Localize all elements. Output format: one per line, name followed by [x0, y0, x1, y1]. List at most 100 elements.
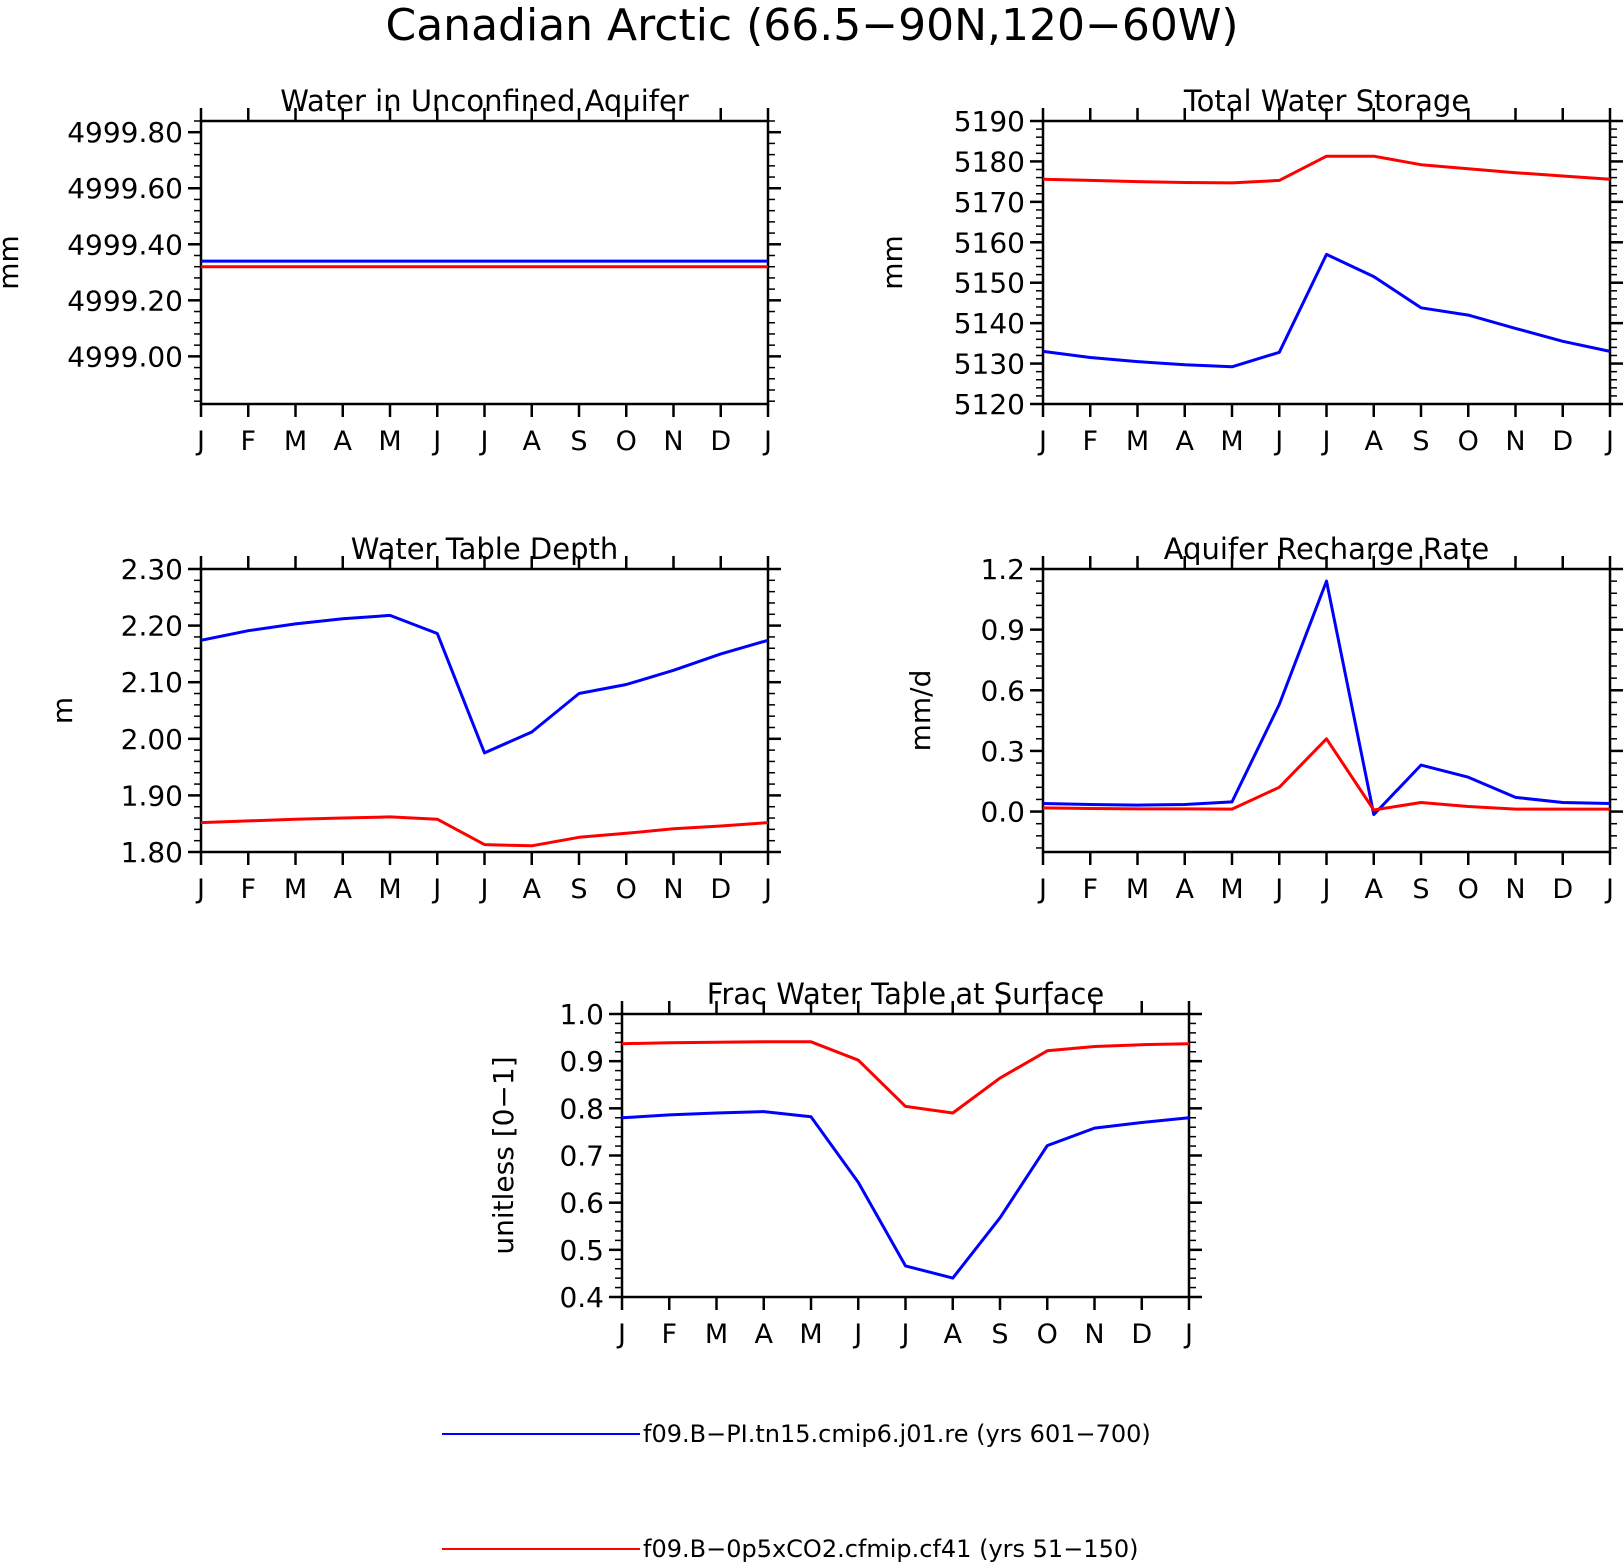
series-line-2: [1042, 154, 1611, 185]
y-tick-label: 0.7: [559, 1140, 604, 1173]
x-tick-label: O: [1458, 426, 1479, 457]
y-tick-label: 0.4: [559, 1281, 604, 1314]
y-tick-label: 4999.40: [67, 228, 183, 261]
plot-frame: [620, 1012, 1191, 1299]
x-tick-label: J: [1273, 426, 1283, 457]
x-tick-label: A: [334, 426, 353, 457]
x-tick-label: J: [195, 426, 205, 457]
y-tick-label: 0.3: [980, 735, 1025, 768]
x-tick-label: N: [1505, 874, 1525, 905]
x-tick-label: A: [523, 874, 542, 905]
x-tick-label: F: [240, 426, 256, 457]
x-tick-label: J: [431, 426, 441, 457]
plot-frame: [199, 567, 770, 854]
x-tick-label: A: [523, 426, 542, 457]
x-tick-label: M: [378, 426, 401, 457]
x-tick-label: M: [284, 874, 307, 905]
y-axis-label: mm: [876, 235, 909, 290]
y-tick-label: 5170: [954, 186, 1025, 219]
y-tick-label: 4999.80: [67, 116, 183, 149]
series-line-2: [200, 815, 769, 848]
y-tick-label: 4999.60: [67, 172, 183, 205]
y-axis-label: unitless [0−1]: [487, 1056, 520, 1254]
y-axis-label: mm: [0, 235, 25, 290]
x-tick-label: F: [240, 874, 256, 905]
y-tick-label: 2.10: [121, 666, 183, 699]
x-tick-label: F: [661, 1319, 677, 1350]
x-tick-label: M: [1126, 426, 1149, 457]
x-tick-label: A: [1365, 874, 1384, 905]
x-tick-label: J: [762, 874, 772, 905]
series-line-1: [621, 1110, 1190, 1280]
x-tick-label: S: [991, 1319, 1008, 1350]
x-tick-label: A: [1176, 874, 1195, 905]
x-tick-label: J: [1037, 874, 1047, 905]
y-tick-label: 5180: [954, 145, 1025, 178]
x-tick-label: A: [1365, 426, 1384, 457]
y-tick-label: 1.80: [121, 836, 183, 869]
series-line-2: [1042, 737, 1610, 812]
x-tick-label: J: [431, 874, 441, 905]
series-line-2: [621, 1040, 1190, 1115]
y-axis-label: m: [46, 697, 79, 724]
x-tick-label: J: [479, 874, 489, 905]
y-tick-label: 0.8: [559, 1092, 604, 1125]
legend: f09.B−PI.tn15.cmip6.j01.re (yrs 601−700)…: [442, 1420, 1151, 1563]
x-tick-label: F: [1082, 426, 1098, 457]
y-tick-label: 5190: [954, 105, 1025, 138]
x-tick-label: N: [1505, 426, 1525, 457]
series-line-1: [1042, 579, 1611, 817]
y-tick-label: 1.0: [559, 998, 604, 1031]
x-tick-label: J: [762, 426, 772, 457]
y-tick-label: 5120: [954, 388, 1025, 421]
y-tick-label: 5150: [954, 267, 1025, 300]
y-tick-label: 0.5: [559, 1234, 604, 1267]
x-tick-label: D: [710, 426, 731, 457]
x-tick-label: N: [663, 426, 683, 457]
x-tick-label: A: [1176, 426, 1195, 457]
x-tick-label: M: [284, 426, 307, 457]
x-tick-label: M: [1220, 874, 1243, 905]
y-tick-label: 1.90: [121, 779, 183, 812]
y-tick-label: 4999.00: [67, 340, 183, 373]
x-tick-label: J: [1273, 874, 1283, 905]
x-tick-label: D: [1131, 1319, 1152, 1350]
x-tick-label: N: [1084, 1319, 1104, 1350]
legend-label-series-2: f09.B−0p5xCO2.cfmip.cf41 (yrs 51−150): [643, 1535, 1138, 1563]
x-tick-label: J: [1183, 1319, 1193, 1350]
y-tick-label: 0.6: [980, 674, 1025, 707]
x-tick-label: O: [616, 874, 637, 905]
x-tick-label: J: [1037, 426, 1047, 457]
legend-label-series-1: f09.B−PI.tn15.cmip6.j01.re (yrs 601−700): [643, 1420, 1151, 1448]
x-tick-label: A: [755, 1319, 774, 1350]
x-tick-label: S: [1412, 874, 1429, 905]
x-tick-label: M: [1220, 426, 1243, 457]
x-tick-label: J: [1321, 426, 1331, 457]
x-tick-label: O: [616, 426, 637, 457]
x-tick-label: J: [195, 874, 205, 905]
y-tick-label: 5160: [954, 226, 1025, 259]
x-tick-label: D: [1552, 874, 1573, 905]
y-tick-label: 0.6: [559, 1187, 604, 1220]
x-tick-label: D: [1552, 426, 1573, 457]
x-tick-label: J: [900, 1319, 910, 1350]
y-tick-label: 2.30: [121, 553, 183, 586]
y-tick-label: 1.2: [980, 553, 1025, 586]
x-tick-label: D: [710, 874, 731, 905]
x-tick-label: S: [570, 874, 587, 905]
y-tick-label: 0.9: [559, 1045, 604, 1078]
figure-title: Canadian Arctic (66.5−90N,120−60W): [386, 0, 1239, 51]
x-tick-label: J: [1604, 874, 1614, 905]
x-tick-label: S: [570, 426, 587, 457]
y-tick-label: 0.9: [980, 614, 1025, 647]
series-line-1: [200, 613, 769, 755]
x-tick-label: F: [1082, 874, 1098, 905]
x-tick-label: J: [1321, 874, 1331, 905]
